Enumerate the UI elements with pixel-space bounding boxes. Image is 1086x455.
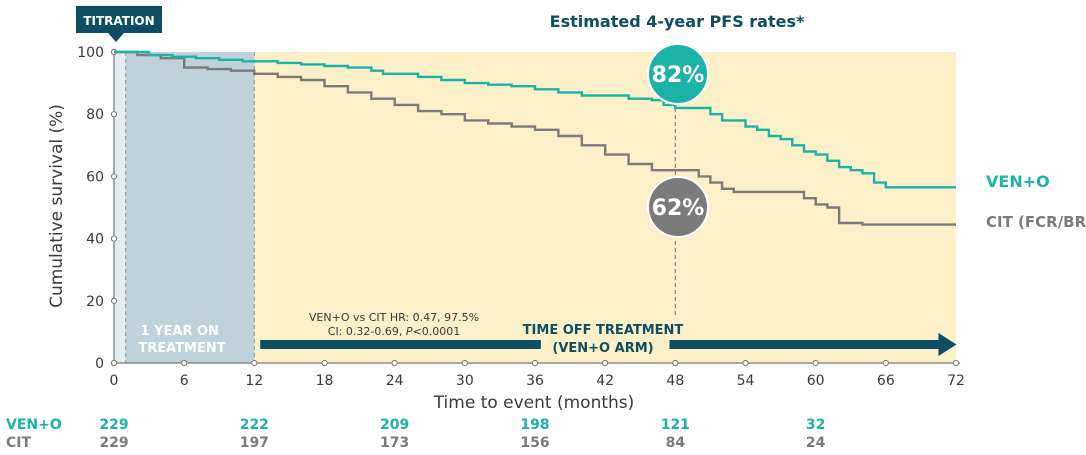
x-tick-label: 24 — [386, 373, 404, 389]
x-tick-mark — [251, 359, 258, 367]
titration-label: TITRATION — [83, 14, 154, 28]
chart-title: Estimated 4-year PFS rates* — [550, 12, 805, 31]
risk-value: 121 — [660, 417, 690, 433]
y-tick-label: 20 — [86, 294, 104, 310]
cit-series-label: CIT (FCR/BR) — [986, 213, 1086, 231]
risk-value: 32 — [805, 417, 826, 433]
risk-value: 222 — [239, 417, 269, 433]
risk-value: 229 — [99, 417, 129, 433]
x-tick-mark — [321, 359, 328, 367]
y-tick-mark — [110, 235, 118, 242]
ven-o-rate-bubble: 82% — [647, 43, 709, 105]
x-tick-mark — [952, 359, 960, 367]
y-tick-label: 40 — [86, 232, 104, 248]
x-ticks: 0 6 12 18 24 30 36 42 48 54 60 66 72 — [110, 359, 965, 389]
x-tick-label: 42 — [596, 373, 614, 389]
cit-survival-curve — [114, 50, 956, 226]
x-axis-title: Time to event (months) — [433, 393, 635, 413]
x-tick-label: 54 — [737, 373, 755, 389]
y-tick-mark — [110, 173, 118, 180]
risk-value: 173 — [380, 435, 410, 451]
x-tick-mark — [882, 359, 889, 367]
x-tick-label: 30 — [456, 373, 474, 389]
x-tick-mark — [742, 359, 749, 367]
x-tick-label: 18 — [316, 373, 334, 389]
off-treatment-arrow-shaft-left — [260, 340, 541, 349]
y-tick-label: 60 — [86, 169, 104, 185]
x-tick-label: 48 — [666, 373, 684, 389]
x-tick-mark — [672, 359, 679, 367]
x-tick-label: 66 — [877, 373, 895, 389]
on-treatment-label: 1 YEAR ON TREATMENT — [138, 324, 225, 356]
titration-background — [114, 52, 126, 363]
risk-value: 156 — [520, 435, 550, 451]
y-tick-label: 100 — [77, 45, 104, 61]
off-treatment-arrow-head — [938, 333, 957, 356]
x-tick-mark — [812, 359, 819, 367]
x-tick-label: 60 — [807, 373, 825, 389]
x-tick-mark — [391, 359, 398, 367]
x-tick-mark — [531, 359, 539, 367]
x-tick-mark — [602, 359, 609, 367]
risk-value: 229 — [99, 435, 129, 451]
x-tick-label: 0 — [110, 373, 119, 389]
y-axis-title: Cumulative survival (%) — [47, 104, 67, 308]
x-tick-mark — [110, 359, 118, 367]
cit-rate-value: 62% — [652, 196, 705, 221]
x-tick-mark — [461, 359, 468, 367]
y-ticks: 0 20 40 60 80 100 — [77, 45, 118, 372]
y-tick-label: 0 — [95, 356, 104, 372]
off-treatment-arrow-shaft-right — [669, 340, 939, 349]
risk-value: 84 — [665, 435, 686, 451]
x-tick-label: 36 — [526, 373, 544, 389]
hazard-ratio-text: VEN+O vs CIT HR: 0.47, 97.5% — [309, 311, 479, 324]
off-treatment-label-line2: (VEN+O ARM) — [552, 341, 653, 356]
risk-value: 24 — [805, 435, 826, 451]
on-treatment-background — [125, 52, 255, 363]
cit-rate-bubble: 62% — [647, 176, 709, 238]
risk-value: 198 — [520, 417, 550, 433]
ven-o-survival-curve — [114, 50, 956, 189]
risk-row-label: VEN+O — [6, 417, 62, 433]
ven-o-rate-value: 82% — [652, 63, 705, 88]
titration-tag: TITRATION — [76, 6, 162, 42]
x-tick-label: 6 — [180, 373, 189, 389]
x-tick-label: 12 — [245, 373, 263, 389]
y-tick-label: 80 — [86, 107, 104, 123]
risk-value: 197 — [239, 435, 269, 451]
x-tick-mark — [181, 359, 188, 367]
risk-value: 209 — [380, 417, 410, 433]
off-treatment-label-line1: TIME OFF TREATMENT — [523, 323, 684, 338]
x-tick-label: 72 — [947, 373, 965, 389]
risk-row-label: CIT — [6, 435, 32, 451]
y-tick-mark — [110, 111, 118, 118]
confidence-interval-text: CI: 0.32-0.69, P<0.0001 — [328, 325, 460, 338]
ven-o-series-label: VEN+O — [986, 172, 1050, 191]
y-tick-mark — [110, 297, 118, 304]
